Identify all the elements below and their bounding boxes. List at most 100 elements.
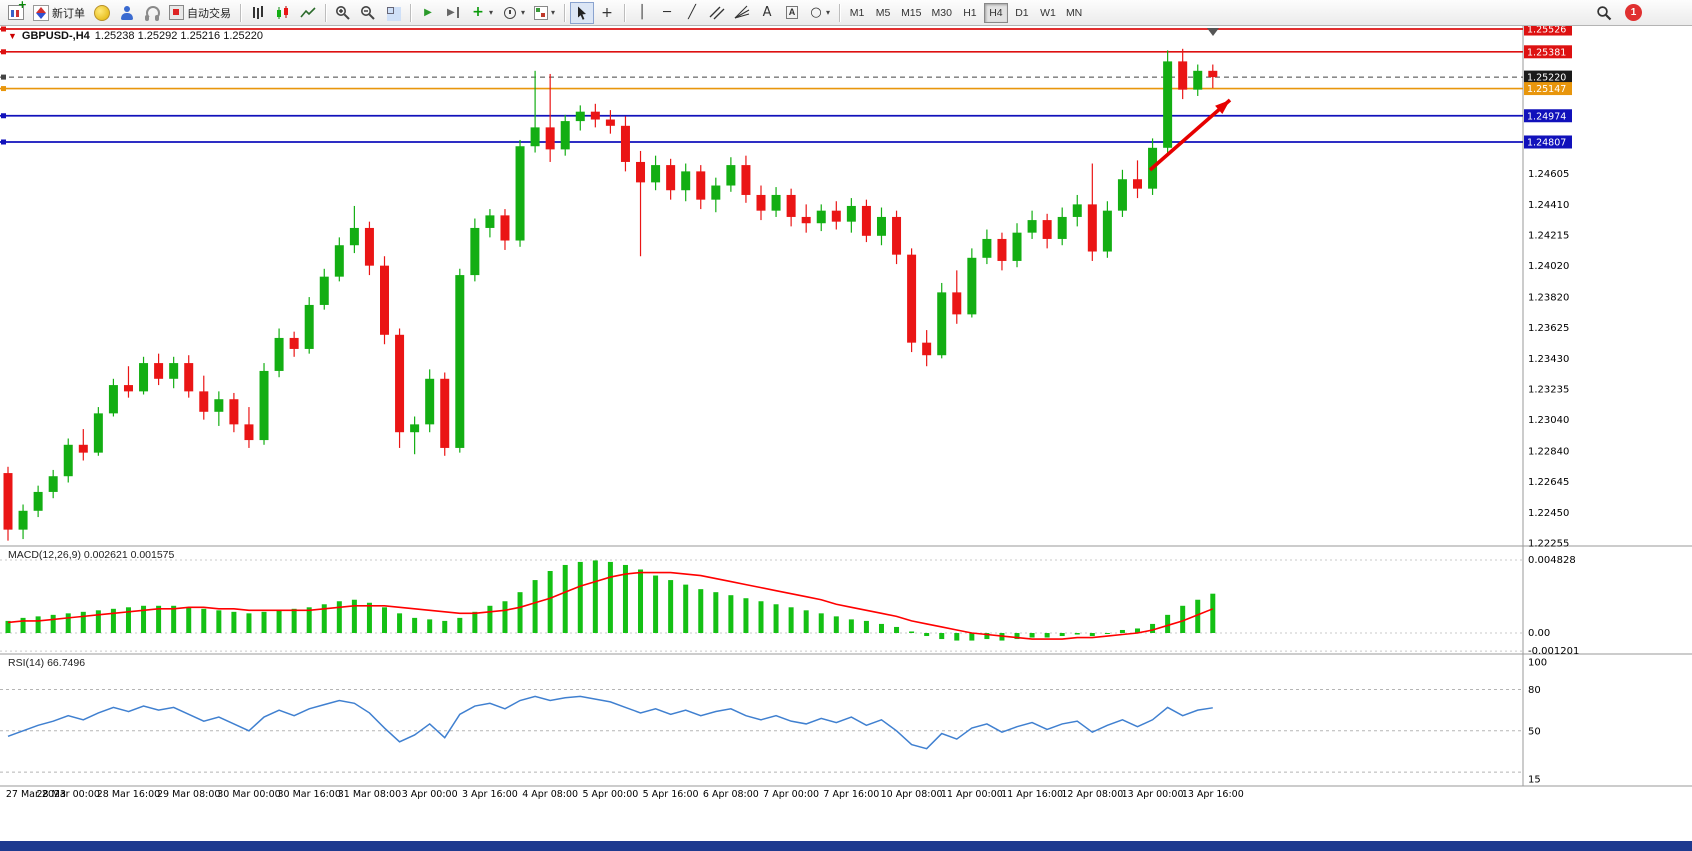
svg-text:1.23625: 1.23625 <box>1528 323 1569 334</box>
svg-text:11 Apr 16:00: 11 Apr 16:00 <box>1001 789 1063 800</box>
zoom-out-button[interactable] <box>356 2 380 24</box>
rsi-panel: 100 80 50 15 <box>0 658 1547 785</box>
candlestick-chart-button[interactable] <box>271 2 295 24</box>
notification-badge[interactable]: 1 <box>1625 4 1642 21</box>
timeframe-group: M1 M5 M15 M30 H1 H4 D1 W1 MN <box>845 2 1086 23</box>
new-order-button[interactable]: 新订单 <box>29 2 89 24</box>
macd-label: MACD(12,26,9) 0.002621 0.001575 <box>8 549 175 561</box>
timeframe-button-m15[interactable]: M15 <box>897 3 925 23</box>
search-button[interactable] <box>1592 2 1616 24</box>
svg-text:11 Apr 00:00: 11 Apr 00:00 <box>941 789 1003 800</box>
channel-icon <box>709 5 725 21</box>
timeframe-button-mn[interactable]: MN <box>1062 3 1086 23</box>
indicators-button[interactable]: + ▾ <box>466 2 497 24</box>
svg-text:30 Mar 16:00: 30 Mar 16:00 <box>277 789 340 800</box>
tile-windows-icon <box>385 5 401 21</box>
svg-text:4 Apr 08:00: 4 Apr 08:00 <box>522 789 578 800</box>
timeframe-button-d1[interactable]: D1 <box>1010 3 1034 23</box>
search-icon <box>1596 5 1612 21</box>
svg-text:1.24974: 1.24974 <box>1527 111 1566 122</box>
toolbar-separator <box>325 3 326 22</box>
svg-text:1.25220: 1.25220 <box>1527 73 1566 84</box>
chevron-down-icon: ▾ <box>551 7 556 17</box>
svg-text:1.24020: 1.24020 <box>1528 261 1569 272</box>
svg-text:1.24410: 1.24410 <box>1528 200 1569 211</box>
svg-text:7 Apr 00:00: 7 Apr 00:00 <box>763 789 819 800</box>
trend-arrow <box>1148 98 1232 172</box>
svg-text:12 Apr 08:00: 12 Apr 08:00 <box>1061 789 1123 800</box>
new-chart-icon <box>8 0 27 20</box>
timeframe-button-h4[interactable]: H4 <box>983 2 1008 23</box>
svg-text:1.22450: 1.22450 <box>1528 508 1569 519</box>
periods-button[interactable]: ▾ <box>498 2 529 24</box>
user-icon <box>119 5 135 21</box>
new-order-icon <box>33 4 49 21</box>
svg-text:5 Apr 00:00: 5 Apr 00:00 <box>582 789 638 800</box>
new-chart-button[interactable] <box>4 0 28 24</box>
svg-text:1.22645: 1.22645 <box>1528 477 1569 488</box>
timeframe-button-m5[interactable]: M5 <box>871 3 895 23</box>
svg-text:15: 15 <box>1528 774 1541 785</box>
chart-symbol-period: GBPUSD-,H4 <box>21 30 90 42</box>
chevron-down-icon: ▾ <box>489 7 494 17</box>
timeframe-button-m30[interactable]: M30 <box>928 3 956 23</box>
vertical-line-icon: │ <box>638 4 646 20</box>
svg-text:-0.001201: -0.001201 <box>1528 646 1579 657</box>
text-button[interactable]: A <box>755 2 779 24</box>
toolbar-separator <box>410 3 411 22</box>
profile-button[interactable] <box>115 2 139 24</box>
template-icon <box>534 5 549 20</box>
zoom-out-icon <box>360 5 376 21</box>
chevron-down-icon: ▾ <box>521 7 526 17</box>
new-order-label: 新订单 <box>52 7 85 20</box>
headphones-icon <box>144 5 160 21</box>
toolbar-separator <box>564 3 566 22</box>
tile-windows-button[interactable] <box>381 2 405 24</box>
channel-button[interactable] <box>705 2 729 24</box>
cursor-button[interactable] <box>570 1 595 24</box>
svg-text:10 Apr 08:00: 10 Apr 08:00 <box>881 789 943 800</box>
auto-trading-button[interactable]: 自动交易 <box>165 2 235 24</box>
chevron-down-icon: ▾ <box>826 7 831 17</box>
timeframe-button-m1[interactable]: M1 <box>845 3 869 23</box>
text-label-icon: A <box>785 6 799 19</box>
symbol-dropdown-icon[interactable]: ▼ <box>8 31 17 41</box>
text-label-button[interactable]: A <box>780 2 804 24</box>
timeframe-button-h1[interactable]: H1 <box>958 3 982 23</box>
line-chart-button[interactable] <box>296 2 320 24</box>
chart-shift-icon <box>445 5 461 21</box>
bar-chart-button[interactable] <box>246 2 270 24</box>
line-chart-icon <box>300 5 316 21</box>
horizontal-lines[interactable] <box>0 26 1523 145</box>
templates-button[interactable]: ▾ <box>530 2 559 24</box>
vertical-line-button[interactable]: │ <box>630 2 654 24</box>
timeframe-button-w1[interactable]: W1 <box>1036 3 1060 23</box>
shapes-button[interactable]: ○ ▾ <box>805 2 834 24</box>
macd-panel: 0.004828 0.00 -0.001201 <box>0 555 1579 657</box>
panel-borders <box>0 26 1692 787</box>
svg-text:1.22840: 1.22840 <box>1528 447 1569 458</box>
svg-text:1.23820: 1.23820 <box>1528 293 1569 304</box>
trendline-button[interactable]: ╱ <box>680 2 704 24</box>
price-axis[interactable]: 1.24605 1.24410 1.24215 1.24020 1.23820 1.236… <box>1524 22 1572 550</box>
zoom-in-button[interactable] <box>331 2 355 24</box>
fibonacci-button[interactable] <box>730 2 754 24</box>
sounds-button[interactable] <box>140 2 164 24</box>
horizontal-line-button[interactable]: ─ <box>655 2 679 24</box>
shapes-icon: ○ <box>810 4 822 20</box>
auto-trading-label: 自动交易 <box>187 7 231 20</box>
fibonacci-icon <box>734 5 750 21</box>
chart-shift-button[interactable] <box>441 2 465 24</box>
svg-text:28 Mar 16:00: 28 Mar 16:00 <box>97 789 160 800</box>
auto-scroll-button[interactable]: ▶ <box>416 2 440 24</box>
toolbar-separator <box>240 3 241 22</box>
trendline-icon: ╱ <box>688 4 696 20</box>
candlestick-icon <box>275 5 291 21</box>
crosshair-button[interactable]: + <box>595 2 619 24</box>
market-button[interactable] <box>90 2 114 24</box>
svg-text:28 Mar 00:00: 28 Mar 00:00 <box>37 789 100 800</box>
svg-text:1.25381: 1.25381 <box>1527 47 1566 58</box>
toolbar-separator <box>839 3 841 22</box>
